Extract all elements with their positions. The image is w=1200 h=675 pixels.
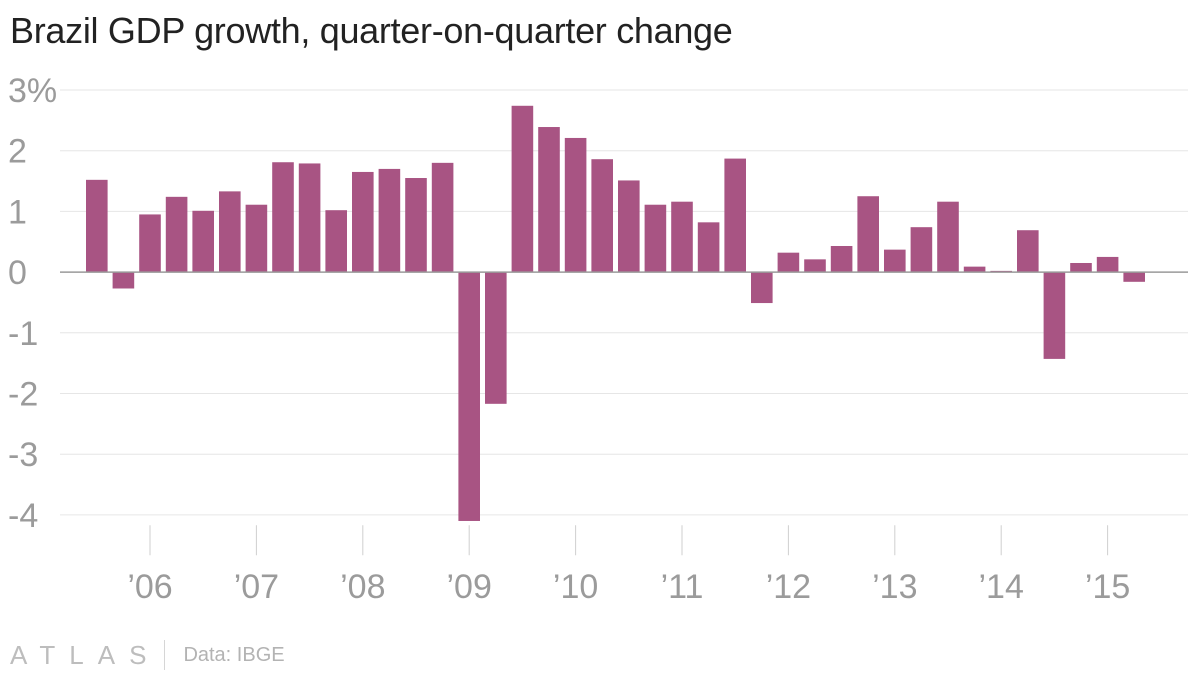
bar-2005-q4 (112, 272, 135, 289)
bar-2008-q4 (431, 162, 454, 273)
footer: ATLAS Data: IBGE (10, 638, 285, 672)
x-tick-label: ’08 (340, 568, 385, 606)
bar-2013-q3 (937, 201, 959, 273)
atlas-logo[interactable]: ATLAS (10, 639, 161, 670)
x-tick-label: ’07 (234, 568, 279, 606)
bar-2006-q4 (219, 191, 241, 273)
y-tick-label: -3 (8, 436, 38, 474)
x-tick-label: ’09 (447, 568, 492, 606)
x-tick-label: ’10 (553, 568, 598, 606)
bar-2005-q3 (86, 179, 108, 273)
bar-2012-q1 (777, 252, 800, 273)
chart-title: Brazil GDP growth, quarter-on-quarter ch… (10, 10, 733, 51)
bar-2009-q1 (458, 272, 480, 521)
bar-2010-q1 (564, 137, 587, 273)
bar-2011-q1 (671, 201, 693, 273)
bar-2015-q1 (1096, 256, 1119, 273)
bar-2015-q2 (1123, 272, 1145, 282)
x-axis-ticks (149, 525, 1109, 556)
footer-divider (164, 640, 166, 670)
bar-2006-q3 (192, 210, 214, 273)
x-tick-label: ’06 (127, 568, 172, 606)
y-tick-label: -1 (8, 315, 38, 353)
bar-2014-q4 (1070, 262, 1092, 273)
y-tick-label: -2 (8, 376, 38, 414)
bar-chart: 3% 2 1 0 -1 -2 -3 -4 ’06 ’07 ’08 ’09 ’10 ’11 ’12 ’13 ’1… (8, 72, 1188, 606)
y-tick-label: 1 (8, 193, 27, 231)
bar-2011-q3 (724, 158, 746, 273)
data-source: Data: IBGE (183, 643, 285, 666)
bar-2007-q2 (272, 162, 294, 273)
bar-2007-q1 (245, 204, 268, 273)
bar-2010-q2 (591, 159, 613, 273)
bar-2006-q2 (165, 196, 188, 273)
bar-2007-q4 (325, 210, 347, 273)
x-tick-label: ’14 (979, 568, 1024, 606)
x-axis-labels: ’06 ’07 ’08 ’09 ’10 ’11 ’12 ’13 ’14 ’15 (127, 568, 1130, 606)
bar-2011-q4 (751, 272, 773, 304)
x-tick-label: ’11 (661, 568, 704, 606)
bar-2012-q4 (857, 196, 879, 273)
bar-2007-q3 (298, 163, 321, 273)
bar-2011-q2 (697, 222, 720, 273)
bar-2014-q2 (1017, 230, 1039, 273)
bar-2009-q4 (538, 127, 560, 273)
bar-2014-q3 (1043, 272, 1066, 359)
y-tick-label: 2 (8, 133, 27, 171)
bar-2006-q1 (139, 214, 161, 273)
gridlines (60, 89, 1188, 516)
bar-2012-q3 (830, 245, 853, 273)
y-tick-label: -4 (8, 497, 38, 535)
bar-2013-q2 (910, 227, 933, 273)
bars (86, 105, 1145, 521)
y-axis-labels: 3% 2 1 0 -1 -2 -3 -4 (8, 72, 57, 535)
x-tick-label: ’13 (872, 568, 917, 606)
bar-2010-q3 (618, 180, 640, 273)
bar-2008-q2 (378, 168, 401, 273)
bar-2013-q4 (963, 266, 986, 273)
bar-2008-q1 (352, 171, 374, 273)
bar-2013-q1 (884, 249, 906, 273)
bar-2008-q3 (405, 178, 427, 273)
x-tick-label: ’12 (766, 568, 811, 606)
y-tick-label: 3% (8, 72, 57, 110)
bar-2009-q3 (511, 105, 534, 273)
y-tick-label: 0 (8, 254, 27, 292)
bar-2009-q2 (485, 272, 507, 404)
bar-2010-q4 (644, 204, 667, 273)
x-tick-label: ’15 (1085, 568, 1130, 606)
bar-2012-q2 (804, 259, 826, 273)
